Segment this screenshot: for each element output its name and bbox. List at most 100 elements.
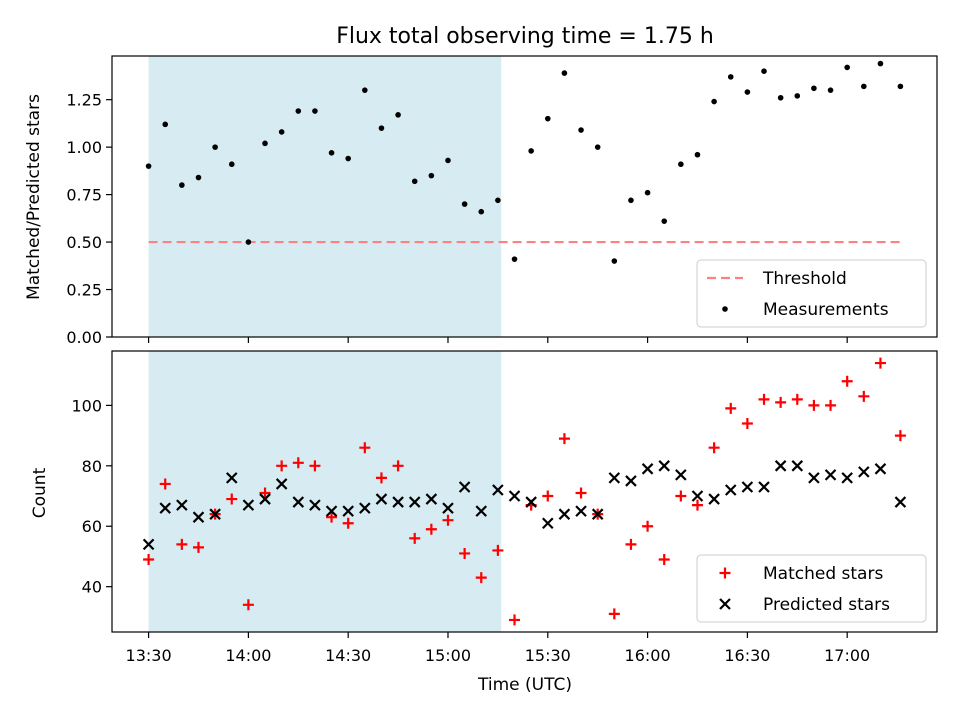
predicted-star-point: [242, 499, 255, 511]
predicted-star-point: [858, 466, 870, 478]
predicted-star-point: [192, 511, 205, 523]
matched-star-point: [259, 487, 271, 499]
predicted-star-point: [542, 517, 554, 530]
predicted-star-point: [724, 484, 737, 496]
legend: Threshold Measurements: [696, 259, 927, 328]
matched-star-point: [575, 487, 587, 499]
matched-star-point: [675, 490, 687, 502]
measurement-point: [897, 83, 904, 90]
measurement-point: [727, 74, 734, 80]
measurement-point: [378, 125, 385, 131]
y-tick-label: 40: [82, 578, 102, 597]
matched-star-point: [658, 553, 670, 565]
measurement-point: [861, 83, 867, 90]
measurement-point: [295, 108, 302, 114]
predicted-star-point: [708, 493, 720, 505]
predicted-star-point: [508, 490, 521, 502]
matched-star-point: [509, 614, 521, 626]
measurement-point: [428, 172, 435, 179]
predicted-star-point: [641, 463, 654, 475]
predicted-star-point: [774, 460, 787, 472]
measurement-point: [312, 108, 318, 114]
measurement-point: [478, 208, 485, 215]
measurement-point: [511, 256, 518, 262]
x-tick-label: 14:30: [325, 646, 371, 665]
matched-star-point: [775, 396, 787, 408]
matched-star-point: [741, 418, 753, 430]
measurement-point: [561, 70, 568, 76]
measurement-point: [777, 94, 784, 101]
matched-star-point: [841, 375, 853, 387]
measurement-point: [228, 161, 235, 168]
measurement-point: [661, 218, 668, 224]
measurement-point: [162, 121, 169, 128]
bottom-y-axis-label: Count: [30, 467, 50, 518]
matched-star-point: [459, 547, 471, 559]
predicted-star-point: [142, 538, 155, 551]
x-tick-label: 16:00: [625, 646, 671, 665]
predicted-star-point: [475, 505, 488, 517]
predicted-star-point: [492, 484, 504, 496]
x-tick-label: 16:30: [724, 646, 770, 665]
y-tick-label: 0.25: [66, 281, 102, 300]
predicted-star-point: [758, 481, 770, 493]
matched-star-point: [242, 599, 254, 611]
matched-star-point: [159, 478, 171, 490]
y-tick-label: 0.50: [66, 233, 102, 252]
bottom-panel: 40 60 80 100 13:30 14:00 14:30 15:00 15:30 16:00 1…: [71, 350, 938, 665]
x-tick-label: 15:00: [425, 646, 471, 665]
x-tick-label: 15:30: [525, 646, 571, 665]
measurement-point: [678, 161, 684, 168]
predicted-star-point: [259, 493, 271, 505]
predicted-star-point: [392, 496, 404, 508]
matched-star-point: [409, 532, 421, 544]
predicted-star-point: [442, 502, 454, 514]
predicted-star-point: [525, 496, 537, 508]
predicted-star-point: [159, 502, 172, 514]
matched-star-point: [625, 538, 637, 550]
measurement-point: [245, 239, 252, 245]
measurement-point: [811, 85, 817, 92]
legend-label: Measurements: [763, 300, 889, 320]
matched-star-point: [874, 357, 886, 369]
measurement-point: [644, 189, 651, 196]
matched-star-point: [725, 402, 737, 414]
measurement-point: [411, 178, 418, 185]
predicted-star-point: [575, 505, 587, 517]
x-tick-label: 14:00: [225, 646, 271, 665]
matched-star-point: [375, 472, 387, 484]
y-tick-label: 80: [82, 457, 102, 476]
predicted-star-point: [808, 472, 820, 484]
matched-star-point: [542, 490, 554, 502]
legend-box: [696, 259, 927, 328]
matched-star-point: [791, 393, 803, 405]
y-tick-label: 1.25: [66, 91, 102, 110]
measurement-point: [761, 68, 767, 74]
measurement-point: [179, 182, 185, 188]
measurement-point: [827, 87, 834, 93]
measurement-point: [578, 127, 584, 133]
measurement-point: [694, 151, 701, 158]
measurement-point: [445, 157, 451, 164]
legend-matched-swatch: [719, 567, 731, 579]
predicted-star-point: [894, 496, 907, 508]
predicted-star-point: [791, 460, 804, 472]
matched-star-point: [691, 499, 703, 511]
y-tick-label: 0.75: [66, 186, 102, 205]
predicted-star-point: [309, 499, 321, 511]
y-tick-label: 60: [82, 517, 102, 536]
measurement-point: [328, 150, 335, 156]
matched-star-point: [825, 399, 837, 411]
predicted-star-point: [741, 481, 754, 493]
measurement-point: [594, 144, 601, 150]
predicted-star-point: [691, 490, 704, 502]
legend-predicted-swatch: [719, 598, 731, 610]
predicted-star-point: [225, 472, 238, 484]
matched-star-point: [758, 393, 770, 405]
measurement-point: [611, 258, 618, 264]
measurement-point: [461, 201, 468, 207]
matched-star-point: [309, 460, 321, 472]
predicted-star-point: [325, 505, 338, 517]
matched-star-point: [642, 520, 654, 532]
